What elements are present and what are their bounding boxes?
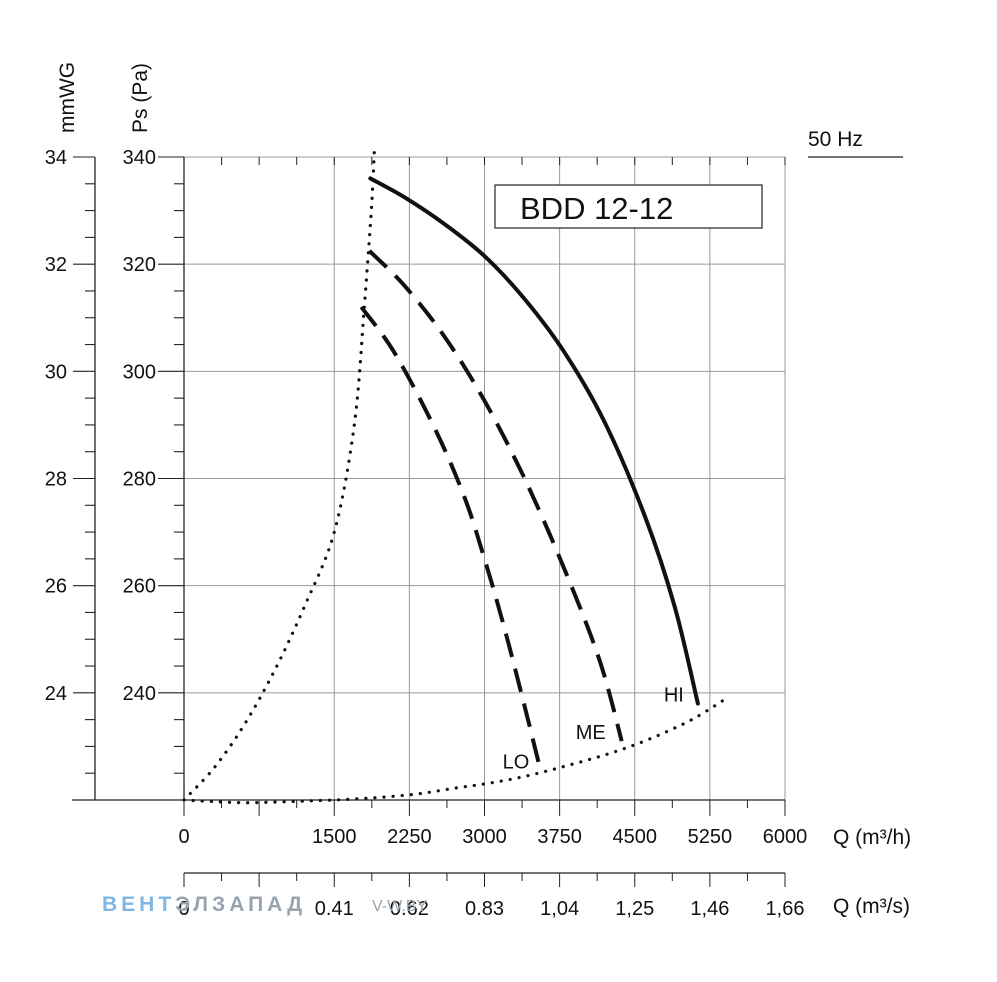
x2-tick-label-2: 0.62 — [390, 898, 429, 920]
watermark-blue: ВЕНТ — [102, 893, 175, 916]
curve-label-ME: ME — [576, 722, 606, 744]
series-system-curve-high — [182, 150, 376, 802]
y2-tick-label-2: 28 — [45, 469, 67, 491]
x-tick-label-6: 5250 — [688, 826, 733, 848]
y-tick-label-0: 240 — [123, 683, 156, 705]
x-tick-label-5: 4500 — [613, 826, 658, 848]
x2-tick-label-4: 1,04 — [540, 898, 579, 920]
y-tick-label-5: 340 — [123, 147, 156, 169]
x-tick-label-4: 3750 — [537, 826, 582, 848]
x-tick-label-3: 3000 — [462, 826, 507, 848]
x2-tick-label-1: 0.41 — [315, 898, 354, 920]
frequency-label: 50 Hz — [808, 128, 863, 151]
y2-tick-label-5: 34 — [45, 147, 67, 169]
curve-label-HI: HI — [664, 685, 684, 707]
x2-tick-label-3: 0.83 — [465, 898, 504, 920]
y2-tick-label-1: 26 — [45, 576, 67, 598]
y-tick-label-1: 260 — [123, 576, 156, 598]
series-ME — [367, 249, 624, 742]
series-LO — [359, 305, 543, 771]
x-tick-label-1: 1500 — [312, 826, 357, 848]
y-tick-label-4: 320 — [123, 254, 156, 276]
x2-tick-label-6: 1,46 — [690, 898, 729, 920]
series-HI — [368, 176, 700, 706]
series-layer — [182, 150, 727, 805]
y2-tick-label-0: 24 — [45, 683, 67, 705]
y-axis-title: Ps (Pa) — [129, 63, 152, 133]
y2-tick-label-4: 32 — [45, 254, 67, 276]
x-tick-label-7: 6000 — [763, 826, 808, 848]
chart-title: BDD 12-12 — [520, 191, 673, 226]
y2-tick-label-3: 30 — [45, 361, 67, 383]
labels-layer: HI ME LO — [503, 685, 684, 774]
x-tick-label-2: 2250 — [387, 826, 432, 848]
y2-axis-title: mmWG — [56, 62, 79, 133]
y-tick-label-2: 280 — [123, 469, 156, 491]
x2-tick-label-0: 0 — [178, 898, 189, 920]
watermark-gray: ЭЛЗАПАД — [175, 893, 306, 916]
series-system-curve-low — [182, 697, 727, 805]
x2-tick-label-5: 1,25 — [615, 898, 654, 920]
curve-label-LO: LO — [503, 752, 530, 774]
x2-tick-label-7: 1,66 — [766, 898, 805, 920]
watermark-url: V-W.BY — [372, 898, 427, 915]
x-axis-title: Q (m³/h) — [833, 826, 911, 849]
x2-axis-title: Q (m³/s) — [833, 895, 910, 918]
x-tick-label-0: 0 — [178, 826, 189, 848]
y-tick-label-3: 300 — [123, 361, 156, 383]
title-box — [494, 184, 763, 229]
watermark: ВЕНТЭЛЗАПАД — [102, 893, 306, 916]
